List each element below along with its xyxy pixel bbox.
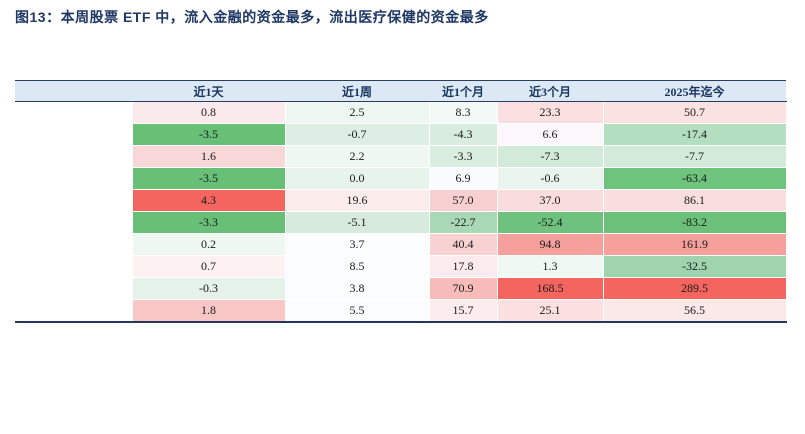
value-cell: 3.7 (284, 233, 430, 256)
value-cell: -52.4 (496, 211, 604, 234)
value-cell: 15.7 (428, 299, 498, 323)
value-cell: 25.1 (496, 299, 604, 323)
value-cell: 6.9 (428, 167, 498, 190)
table-header-row: 近1天 近1周 近1个月 近3个月 2025年迄今 (15, 80, 786, 102)
value-cell: -22.7 (428, 211, 498, 234)
value-cell: 2.5 (284, 101, 430, 124)
value-cell: -3.5 (131, 167, 286, 190)
column-header: 近3个月 (497, 80, 603, 102)
value-cell: 0.8 (131, 101, 286, 124)
value-cell: 3.8 (284, 277, 430, 300)
value-cell: 4.3 (131, 189, 286, 212)
value-cell: -7.7 (602, 145, 787, 168)
etf-flow-table-container: 近1天 近1周 近1个月 近3个月 2025年迄今 0.8 2.5 8.3 23.3 50.7-… (15, 80, 787, 323)
row-label-cell (15, 167, 132, 190)
value-cell: 6.6 (496, 123, 604, 146)
value-cell: -5.1 (284, 211, 430, 234)
value-cell: 1.8 (131, 299, 286, 323)
value-cell: -17.4 (602, 123, 787, 146)
row-label-cell (15, 277, 132, 300)
value-cell: 1.3 (496, 255, 604, 278)
value-cell: -7.3 (496, 145, 604, 168)
table-row: 0.2 3.7 40.4 94.8 161.9 (15, 233, 787, 256)
value-cell: 56.5 (602, 299, 787, 323)
row-label-cell (15, 211, 132, 234)
row-label-cell (15, 145, 132, 168)
row-label-cell (15, 255, 132, 278)
value-cell: 5.5 (284, 299, 430, 323)
column-header: 近1个月 (429, 80, 497, 102)
column-header: 近1周 (285, 80, 429, 102)
value-cell: 289.5 (602, 277, 787, 300)
value-cell: 0.0 (284, 167, 430, 190)
table-row: 1.6 2.2 -3.3 -7.3 -7.7 (15, 145, 787, 168)
table-row: 0.8 2.5 8.3 23.3 50.7 (15, 101, 787, 124)
value-cell: 19.6 (284, 189, 430, 212)
value-cell: 2.2 (284, 145, 430, 168)
value-cell: 0.7 (131, 255, 286, 278)
value-cell: 1.6 (131, 145, 286, 168)
value-cell: 168.5 (496, 277, 604, 300)
value-cell: -3.3 (428, 145, 498, 168)
table-row: -0.3 3.8 70.9 168.5 289.5 (15, 277, 787, 300)
value-cell: -3.3 (131, 211, 286, 234)
table-row: 1.8 5.5 15.7 25.1 56.5 (15, 299, 787, 323)
value-cell: 8.3 (428, 101, 498, 124)
figure-title: 图13：本周股票 ETF 中，流入金融的资金最多，流出医疗保健的资金最多 (15, 9, 489, 25)
column-header: 2025年迄今 (603, 80, 786, 102)
row-label-cell (15, 233, 132, 256)
value-cell: 17.8 (428, 255, 498, 278)
row-label-cell (15, 123, 132, 146)
table-row: 0.7 8.5 17.8 1.3 -32.5 (15, 255, 787, 278)
row-label-cell (15, 189, 132, 212)
column-header-blank (15, 80, 132, 102)
value-cell: 8.5 (284, 255, 430, 278)
table-row: -3.3 -5.1 -22.7 -52.4 -83.2 (15, 211, 787, 234)
value-cell: -3.5 (131, 123, 286, 146)
value-cell: -63.4 (602, 167, 787, 190)
value-cell: 86.1 (602, 189, 787, 212)
table-row: -3.5 -0.7 -4.3 6.6 -17.4 (15, 123, 787, 146)
etf-flow-heatmap-table: 近1天 近1周 近1个月 近3个月 2025年迄今 0.8 2.5 8.3 23.3 50.7-… (15, 80, 787, 323)
value-cell: 37.0 (496, 189, 604, 212)
table-row: 4.3 19.6 57.0 37.0 86.1 (15, 189, 787, 212)
value-cell: -83.2 (602, 211, 787, 234)
value-cell: -32.5 (602, 255, 787, 278)
value-cell: 70.9 (428, 277, 498, 300)
value-cell: 40.4 (428, 233, 498, 256)
column-header: 近1天 (132, 80, 285, 102)
value-cell: -0.6 (496, 167, 604, 190)
value-cell: 161.9 (602, 233, 787, 256)
value-cell: -0.7 (284, 123, 430, 146)
table-body: 0.8 2.5 8.3 23.3 50.7 -3.5 -0.7 -4.3 6.6 -17.4 1.6… (15, 101, 787, 323)
value-cell: 57.0 (428, 189, 498, 212)
table-header: 近1天 近1周 近1个月 近3个月 2025年迄今 (15, 80, 786, 102)
table-row: -3.5 0.0 6.9 -0.6 -63.4 (15, 167, 787, 190)
value-cell: -4.3 (428, 123, 498, 146)
row-label-cell (15, 299, 132, 323)
value-cell: 23.3 (496, 101, 604, 124)
value-cell: -0.3 (131, 277, 286, 300)
value-cell: 50.7 (602, 101, 787, 124)
value-cell: 94.8 (496, 233, 604, 256)
value-cell: 0.2 (131, 233, 286, 256)
row-label-cell (15, 101, 132, 124)
